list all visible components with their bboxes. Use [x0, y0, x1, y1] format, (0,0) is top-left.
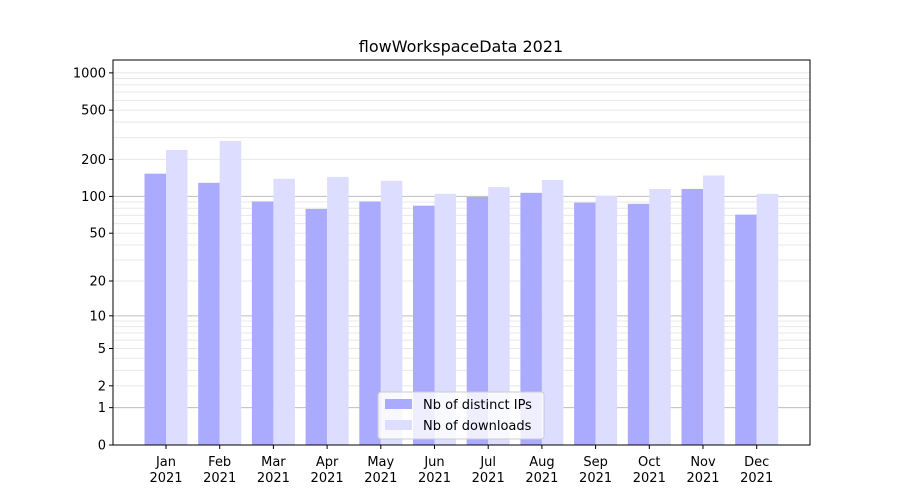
y-axis: 0 1 2 5 10 20 50 100 200 500 1000 [73, 66, 113, 454]
bars [144, 140, 779, 446]
bar-downloads [273, 178, 295, 446]
x-tick-label: Aug 2021 [525, 455, 558, 486]
y-tick-label: 2 [98, 379, 106, 394]
bar-distinct-ips [520, 192, 542, 445]
x-tick-label: Oct 2021 [633, 455, 666, 486]
legend-label-ips: Nb of distinct IPs [423, 398, 532, 413]
bar-distinct-ips [574, 202, 596, 445]
y-tick-label: 1000 [73, 66, 106, 81]
chart-title: flowWorkspaceData 2021 [359, 37, 563, 56]
bar-downloads [541, 179, 564, 445]
bar-distinct-ips [359, 201, 381, 445]
bar-downloads [595, 195, 618, 445]
legend-frame [377, 391, 545, 440]
bar-distinct-ips [251, 201, 274, 445]
plot-frame [112, 59, 811, 446]
y-tick-label: 5 [98, 342, 106, 357]
x-tick-label: Jul 2021 [472, 455, 505, 486]
x-tick-label: Feb 2021 [203, 455, 236, 486]
x-tick-label: May 2021 [364, 455, 397, 486]
x-tick-label: Jan 2021 [149, 455, 182, 486]
bar-downloads [703, 175, 725, 445]
y-tick-label: 20 [89, 275, 106, 290]
x-tick-label: Jun 2021 [418, 455, 451, 486]
bar-distinct-ips [681, 188, 703, 445]
y-tick-label: 0 [98, 439, 106, 454]
bar-downloads [434, 193, 456, 445]
bar-distinct-ips [627, 203, 650, 445]
legend: Nb of distinct IPs Nb of downloads [377, 391, 545, 440]
bar-distinct-ips [413, 205, 435, 445]
x-axis: Jan 2021 Feb 2021 Mar 2021 Apr 2021 May 2021 Jun 20… [149, 445, 773, 486]
y-tick-label: 1 [98, 401, 106, 416]
bar-downloads [649, 188, 671, 445]
bar-distinct-ips [305, 208, 328, 445]
bar-downloads [219, 140, 242, 446]
bar-distinct-ips [144, 173, 166, 445]
bar-distinct-ips [466, 196, 489, 445]
bar-downloads [380, 180, 403, 445]
bar-downloads [166, 150, 188, 445]
y-tick-label: 200 [81, 153, 106, 168]
y-tick-label: 500 [81, 104, 106, 119]
legend-label-downloads: Nb of downloads [423, 419, 532, 434]
bar-distinct-ips [735, 214, 757, 445]
bar-downloads [327, 176, 349, 445]
x-tick-label: Apr 2021 [311, 455, 344, 486]
legend-swatch-downloads [385, 420, 412, 430]
y-tick-label: 50 [89, 227, 106, 242]
bar-downloads [756, 193, 779, 445]
x-tick-label: Nov 2021 [686, 455, 719, 486]
y-tick-label: 100 [81, 190, 106, 205]
x-tick-label: Mar 2021 [257, 455, 290, 486]
y-tick-label: 10 [89, 309, 106, 324]
bar-distinct-ips [198, 182, 220, 445]
legend-swatch-ips [385, 399, 412, 409]
x-tick-label: Dec 2021 [740, 455, 773, 486]
x-tick-label: Sep 2021 [579, 455, 612, 486]
bar-downloads [488, 187, 510, 445]
